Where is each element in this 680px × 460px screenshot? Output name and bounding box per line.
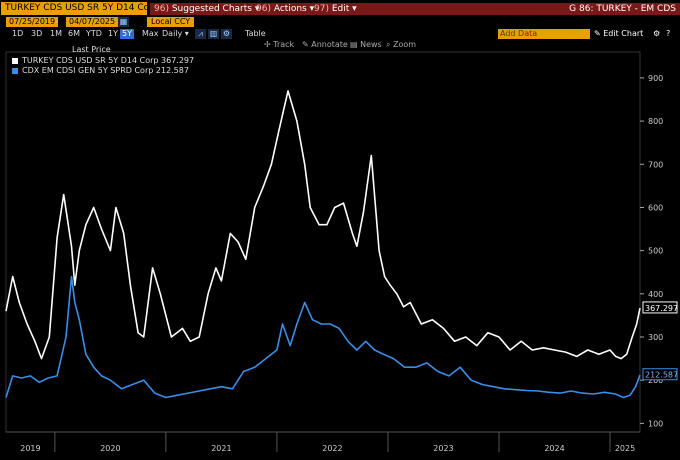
- pencil-icon: ✎: [594, 29, 604, 38]
- suggested-num: 96): [154, 4, 169, 14]
- legend-swatch: [12, 67, 18, 74]
- menu-bar: [150, 3, 680, 15]
- y-tick-label: 500: [648, 247, 663, 256]
- news-icon: ▤: [350, 40, 361, 49]
- news-tool[interactable]: ▤ News: [350, 40, 382, 50]
- track-label: Track: [273, 40, 295, 49]
- frequency-select[interactable]: Daily ▾: [162, 29, 189, 38]
- suggested-label: Suggested Charts ▾: [171, 4, 260, 14]
- add-data-input[interactable]: Add Data: [498, 29, 590, 39]
- settings-gear-icon[interactable]: ⚙: [653, 29, 661, 38]
- legend-label-turkey: TURKEY CDS USD SR 5Y D14 Corp: [22, 56, 159, 65]
- period-ytd[interactable]: YTD: [86, 29, 102, 38]
- line-chart-icon[interactable]: ⩘: [195, 29, 206, 39]
- calendar-icon[interactable]: ▦: [118, 17, 129, 27]
- legend-title: Last Price: [72, 45, 111, 54]
- period-1m[interactable]: 1M: [50, 29, 62, 38]
- legend-label-cdx: CDX EM CDSI GEN 5Y SPRD Corp: [22, 66, 154, 75]
- end-date-field[interactable]: 04/07/2025: [66, 17, 119, 27]
- annotate-tool[interactable]: ✎ Annotate: [302, 40, 348, 50]
- legend-value-turkey: 367.297: [161, 56, 195, 65]
- crosshair-icon: ✢: [264, 40, 274, 49]
- legend-item-cdx: CDX EM CDSI GEN 5Y SPRD Corp 212.587: [12, 66, 189, 75]
- y-tick-label: 800: [648, 117, 663, 126]
- settings-icon[interactable]: ⚙: [221, 29, 232, 39]
- help-icon[interactable]: ?: [666, 29, 671, 38]
- last-value-box-turkey: [642, 301, 678, 314]
- zoom-label: Zoom: [393, 40, 417, 49]
- last-value-label-turkey: 367.297: [645, 304, 678, 313]
- actions-label: Actions ▾: [273, 4, 315, 14]
- y-tick-label: 600: [648, 203, 663, 212]
- magnifier-icon: ⌕: [386, 40, 394, 49]
- legend-value-cdx: 212.587: [155, 66, 189, 75]
- start-date-field[interactable]: 07/25/2019: [6, 17, 59, 27]
- x-tick-label: 2019: [20, 444, 40, 453]
- edit-chart-button[interactable]: ✎ Edit Chart: [594, 29, 643, 39]
- period-5y[interactable]: 5Y: [120, 29, 134, 39]
- edit-num: 97): [314, 4, 329, 14]
- period-3d[interactable]: 3D: [31, 29, 43, 38]
- currency-select[interactable]: Local CCY: [147, 17, 195, 27]
- x-tick-label: 2024: [544, 444, 564, 453]
- x-tick-label: 2021: [211, 444, 231, 453]
- period-max[interactable]: Max: [142, 29, 159, 38]
- edit-menu[interactable]: 97) Edit ▾: [314, 3, 357, 15]
- table-button[interactable]: Table: [245, 29, 266, 38]
- period-6m[interactable]: 6M: [68, 29, 80, 38]
- zoom-tool[interactable]: ⌕ Zoom: [386, 40, 416, 50]
- security-title[interactable]: TURKEY CDS USD SR 5Y D14 Corp: [1, 1, 147, 15]
- annotate-icon: ✎: [302, 40, 312, 49]
- x-tick-label: 2023: [433, 444, 453, 453]
- last-value-label-cdx: 212.587: [645, 371, 678, 380]
- y-tick-label: 400: [648, 290, 663, 299]
- suggested-charts-menu[interactable]: 96) Suggested Charts ▾: [154, 3, 259, 15]
- legend-item-turkey: TURKEY CDS USD SR 5Y D14 Corp 367.297: [12, 56, 194, 65]
- annotate-label: Annotate: [311, 40, 348, 49]
- date-separator: -: [55, 17, 58, 26]
- news-label: News: [360, 40, 382, 49]
- last-value-box-cdx: [642, 368, 678, 381]
- x-tick-label: 2020: [100, 444, 120, 453]
- y-tick-label: 700: [648, 160, 663, 169]
- track-tool[interactable]: ✢ Track: [264, 40, 294, 50]
- edit-chart-label: Edit Chart: [603, 29, 644, 38]
- period-1y[interactable]: 1Y: [108, 29, 118, 38]
- edit-label: Edit ▾: [331, 4, 357, 14]
- y-tick-label: 100: [648, 419, 663, 428]
- bar-chart-icon[interactable]: ▥: [208, 29, 219, 39]
- chart-name-label: G 86: TURKEY - EM CDS: [569, 4, 676, 14]
- x-tick-label: 2025: [615, 444, 635, 453]
- x-tick-label: 2022: [322, 444, 342, 453]
- series-line-cdx: [5, 275, 641, 399]
- chart-name: G 86: TURKEY - EM CDS: [569, 3, 676, 15]
- actions-num: 96): [256, 4, 271, 14]
- y-tick-label: 900: [648, 74, 663, 83]
- series-line-turkey: [5, 90, 641, 360]
- period-1d[interactable]: 1D: [12, 29, 24, 38]
- y-tick-label: 300: [648, 333, 663, 342]
- actions-menu[interactable]: 96) Actions ▾: [256, 3, 314, 15]
- y-tick-label: 200: [648, 376, 663, 385]
- legend-swatch: [12, 57, 18, 64]
